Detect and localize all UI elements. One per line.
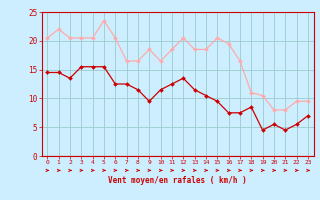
X-axis label: Vent moyen/en rafales ( km/h ): Vent moyen/en rafales ( km/h ) bbox=[108, 176, 247, 185]
